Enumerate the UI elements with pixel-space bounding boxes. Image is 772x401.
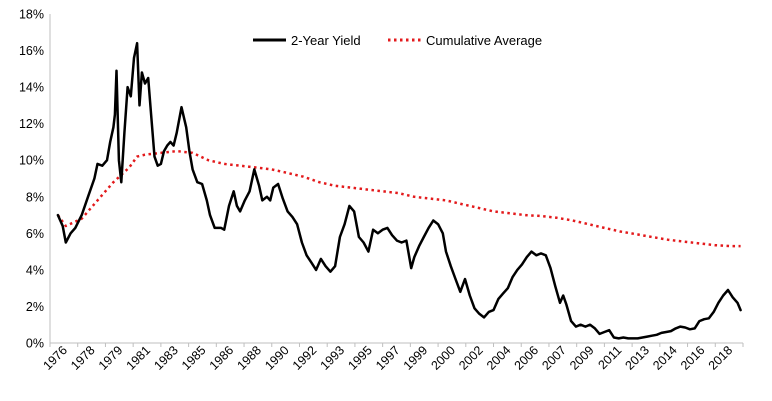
y-tick-label: 12%: [19, 117, 44, 131]
y-tick-label: 8%: [26, 190, 44, 204]
x-tick-label: 1978: [68, 343, 98, 373]
y-tick-label: 14%: [19, 81, 44, 95]
y-axis-ticks: 0% 2% 4% 6% 8% 10% 12% 14% 16% 18%: [19, 8, 44, 351]
x-tick-label: 1981: [124, 343, 154, 373]
x-tick-label: 1976: [40, 343, 70, 373]
x-tick-label: 2011: [595, 343, 624, 372]
y-tick-label: 2%: [26, 300, 44, 314]
legend-label-2-year-yield: 2-Year Yield: [291, 33, 361, 48]
y-tick-label: 18%: [19, 8, 44, 22]
x-tick-label: 1985: [179, 343, 209, 373]
x-tick-label: 1993: [318, 343, 348, 373]
x-tick-label: 2006: [512, 343, 542, 373]
x-tick-label: 1988: [234, 343, 264, 373]
x-tick-label: 1983: [151, 343, 181, 373]
x-tick-label: 1995: [345, 343, 375, 373]
legend: 2-Year Yield Cumulative Average: [253, 33, 542, 48]
x-tick-label: 1997: [373, 343, 403, 373]
x-tick-label: 2014: [650, 343, 680, 373]
x-tick-label: 2013: [623, 343, 653, 373]
series-layer: [56, 41, 742, 340]
series-line-cumulative-average: [56, 149, 741, 248]
y-tick-label: 4%: [26, 263, 44, 277]
legend-label-cumulative-average: Cumulative Average: [426, 33, 542, 48]
x-tick-label: 2018: [706, 343, 736, 373]
x-tick-label: 1992: [290, 343, 320, 373]
x-tick-label: 2016: [678, 343, 708, 373]
x-tick-label: 1979: [96, 343, 126, 373]
y-tick-label: 10%: [19, 154, 44, 168]
y-tick-label: 6%: [26, 227, 44, 241]
series-line-2-year-yield: [56, 41, 742, 340]
x-tick-label: 2002: [456, 343, 486, 373]
x-axis-ticks: 1976197819791981198319851986198819901992…: [40, 343, 744, 373]
x-tick-label: 1990: [262, 343, 292, 373]
y-tick-label: 0%: [26, 337, 44, 351]
x-tick-label: 2009: [567, 343, 597, 373]
x-tick-label: 2004: [484, 343, 514, 373]
x-tick-label: 1986: [207, 343, 237, 373]
x-tick-label: 2000: [428, 343, 458, 373]
x-tick-label: 1999: [401, 343, 431, 373]
y-tick-label: 16%: [19, 44, 44, 58]
x-tick-label: 2007: [539, 343, 569, 373]
